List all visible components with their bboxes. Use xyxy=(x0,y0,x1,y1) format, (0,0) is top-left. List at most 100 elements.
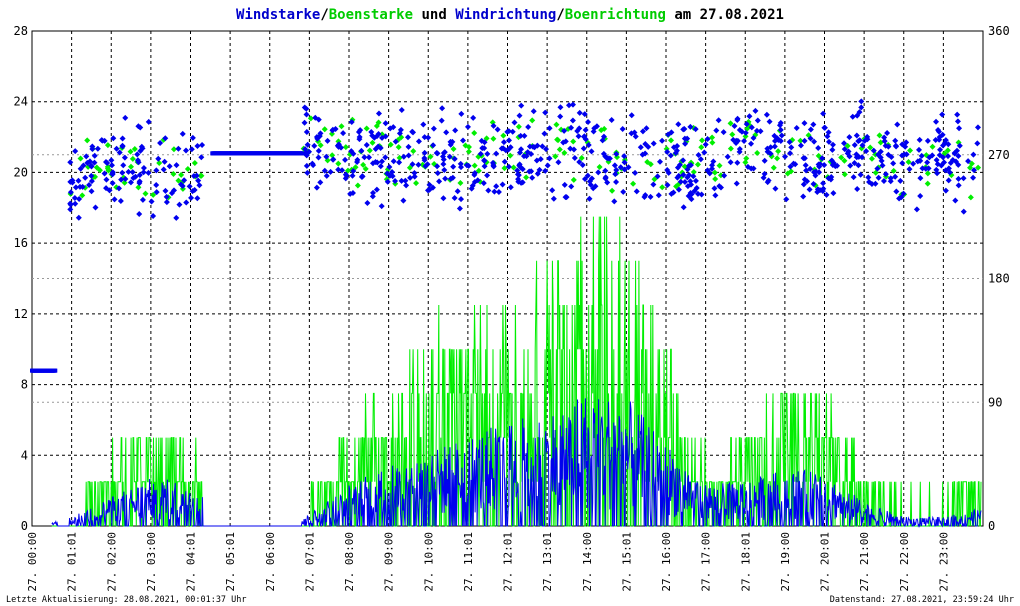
wind-direction-point xyxy=(451,155,458,162)
wind-direction-point xyxy=(753,127,760,134)
wind-direction-point xyxy=(910,160,917,167)
wind-direction-point xyxy=(377,163,384,170)
wind-direction-point xyxy=(88,163,95,170)
wind-direction-point xyxy=(519,166,526,173)
gust-direction-point xyxy=(515,123,522,130)
wind-direction-point xyxy=(673,147,680,154)
title-part: und xyxy=(413,7,455,23)
y-left-tick-label: 28 xyxy=(14,24,28,38)
wind-direction-point xyxy=(861,137,868,144)
wind-direction-point xyxy=(807,135,814,142)
wind-direction-point xyxy=(710,158,717,165)
wind-direction-point xyxy=(301,119,308,126)
wind-direction-point xyxy=(602,167,609,174)
gust-speed-line xyxy=(51,216,982,527)
wind-direction-point xyxy=(110,135,117,142)
wind-direction-point xyxy=(136,178,143,185)
wind-direction-point xyxy=(168,190,175,197)
wind-direction-point xyxy=(807,126,814,133)
wind-direction-point xyxy=(621,166,628,173)
wind-direction-point xyxy=(913,206,920,213)
wind-direction-point xyxy=(941,159,948,166)
wind-direction-point xyxy=(484,172,491,179)
wind-direction-point xyxy=(801,137,808,144)
wind-direction-point xyxy=(743,121,750,128)
wind-direction-point xyxy=(847,162,854,169)
wind-direction-point xyxy=(163,199,170,206)
x-tick-label: 27. 05:01 xyxy=(224,532,237,592)
x-tick-label: 27. 11:01 xyxy=(462,532,475,592)
wind-direction-point xyxy=(647,193,654,200)
wind-direction-point xyxy=(83,153,90,160)
gust-direction-point xyxy=(742,133,749,140)
wind-direction-point xyxy=(137,124,144,131)
wind-direction-point xyxy=(897,177,904,184)
wind-direction-point xyxy=(810,121,817,128)
wind-direction-point xyxy=(323,153,330,160)
wind-direction-point xyxy=(302,149,309,156)
wind-direction-point xyxy=(650,140,657,147)
wind-direction-point xyxy=(561,181,568,188)
wind-direction-point xyxy=(727,159,734,166)
wind-direction-point xyxy=(617,164,624,171)
x-tick-label: 27. 13:01 xyxy=(541,532,554,592)
wind-direction-point xyxy=(349,190,356,197)
wind-direction-point xyxy=(438,117,445,124)
wind-direction-point xyxy=(490,122,497,129)
wind-direction-point xyxy=(748,124,755,131)
wind-direction-point xyxy=(103,158,110,165)
wind-direction-point xyxy=(546,155,553,162)
wind-direction-point xyxy=(378,203,385,210)
wind-direction-point xyxy=(568,124,575,131)
x-tick-label: 27. 22:00 xyxy=(898,532,911,592)
wind-direction-point xyxy=(324,137,331,144)
wind-direction-point xyxy=(692,126,699,133)
wind-direction-point xyxy=(940,142,947,149)
wind-direction-point xyxy=(509,128,516,135)
wind-direction-point xyxy=(137,147,144,154)
wind-direction-point xyxy=(330,156,337,163)
wind-direction-point xyxy=(933,118,940,125)
wind-direction-point xyxy=(120,162,127,169)
wind-direction-point xyxy=(697,156,704,163)
wind-direction-point xyxy=(804,178,811,185)
wind-direction-point xyxy=(162,187,169,194)
wind-direction-point xyxy=(841,146,848,153)
wind-direction-point xyxy=(67,201,74,208)
wind-direction-point xyxy=(384,170,391,177)
wind-direction-point xyxy=(858,104,865,111)
wind-series xyxy=(51,398,982,528)
wind-direction-point xyxy=(820,180,827,187)
wind-direction-point xyxy=(777,126,784,133)
wind-direction-point xyxy=(918,152,925,159)
y-left-tick-label: 24 xyxy=(14,95,28,109)
wind-direction-point xyxy=(163,193,170,200)
wind-direction-point xyxy=(917,175,924,182)
wind-direction-point xyxy=(639,151,646,158)
wind-direction-point xyxy=(924,159,931,166)
wind-direction-point xyxy=(925,165,932,172)
wind-direction-point xyxy=(688,191,695,198)
wind-direction-point xyxy=(771,143,778,150)
wind-direction-point xyxy=(877,148,884,155)
wind-direction-point xyxy=(788,144,795,151)
gust-direction-point xyxy=(342,144,349,151)
wind-direction-point xyxy=(458,164,465,171)
gust-direction-point xyxy=(797,137,804,144)
gust-direction-point xyxy=(727,120,734,127)
wind-direction-point xyxy=(777,137,784,144)
wind-direction-point xyxy=(125,168,132,175)
wind-direction-point xyxy=(565,102,572,109)
wind-direction-point xyxy=(109,171,116,178)
x-tick-label: 27. 19:00 xyxy=(779,532,792,592)
wind-direction-point xyxy=(702,141,709,148)
wind-direction-point xyxy=(846,134,853,141)
wind-direction-point xyxy=(632,169,639,176)
wind-direction-point xyxy=(713,127,720,134)
wind-direction-point xyxy=(516,112,523,119)
wind-direction-point xyxy=(639,128,646,135)
wind-direction-point xyxy=(109,180,116,187)
wind-direction-point xyxy=(711,185,718,192)
wind-direction-point xyxy=(834,162,841,169)
